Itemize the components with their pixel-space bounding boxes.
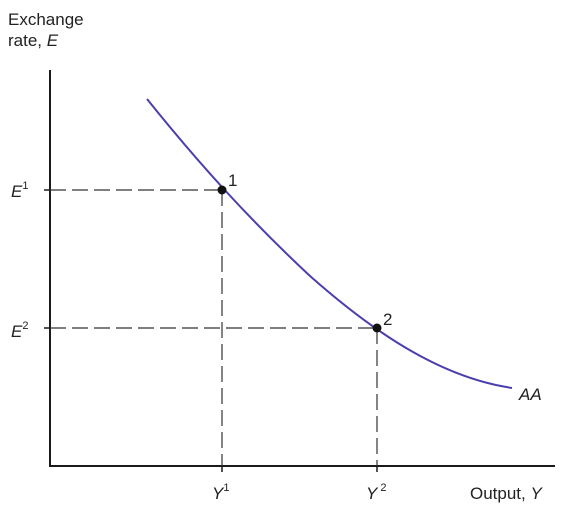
- x-axis-label-prefix: Output,: [470, 484, 530, 503]
- y-tick-label-e1: E1: [11, 180, 28, 201]
- y-tick-label-e1-variable: E: [11, 182, 23, 201]
- point-2-label: 2: [383, 310, 392, 329]
- y-axis-label-prefix: rate,: [8, 31, 47, 50]
- x-tick-label-y1: Y1: [212, 482, 229, 503]
- aa-curve: [146, 98, 513, 389]
- y-axis-label-variable: E: [47, 31, 59, 50]
- y-tick-label-e2: E2: [11, 320, 28, 341]
- x-tick-label-y2-variable: Y: [366, 484, 379, 503]
- curve-label: AA: [518, 385, 542, 404]
- y-axis-label-line2: rate, E: [8, 31, 59, 50]
- y-tick-label-e1-superscript: 1: [22, 180, 28, 192]
- x-tick-label-y1-variable: Y: [212, 484, 225, 503]
- point-1-marker: [217, 185, 227, 195]
- point-1-label: 1: [228, 171, 237, 190]
- point-2-marker: [372, 323, 382, 333]
- y-axis-label-line1: Exchange: [8, 10, 84, 29]
- x-axis-label: Output, Y: [470, 484, 543, 503]
- x-tick-label-y1-superscript: 1: [223, 482, 229, 494]
- x-tick-label-y2-superscript: 2: [380, 482, 386, 494]
- x-axis-label-variable: Y: [530, 484, 543, 503]
- y-tick-label-e2-variable: E: [11, 322, 23, 341]
- y-tick-label-e2-superscript: 2: [22, 320, 28, 332]
